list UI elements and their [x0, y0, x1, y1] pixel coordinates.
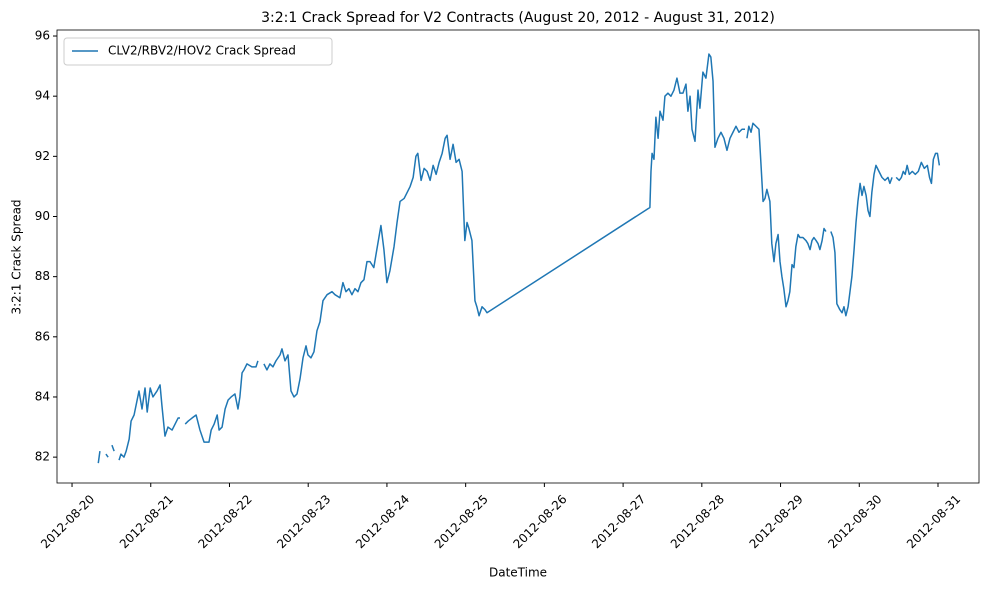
x-tick-label: 2012-08-25 [432, 492, 491, 551]
x-tick-label: 2012-08-23 [274, 492, 333, 551]
x-tick-label: 2012-08-30 [825, 492, 884, 551]
y-tick-label: 94 [35, 89, 50, 103]
y-tick-label: 84 [35, 389, 50, 403]
y-axis-label: 3:2:1 Crack Spread [10, 199, 24, 314]
x-tick-label: 2012-08-20 [38, 492, 97, 551]
x-tick-label: 2012-08-28 [668, 492, 727, 551]
x-tick-label: 2012-08-24 [353, 492, 412, 551]
y-tick-label: 88 [35, 269, 50, 283]
y-tick-label: 96 [35, 29, 50, 43]
y-tick-label: 82 [35, 450, 50, 464]
x-axis-label: DateTime [489, 566, 547, 580]
x-tick-label: 2012-08-26 [510, 492, 569, 551]
x-tick-label: 2012-08-22 [196, 492, 255, 551]
x-tick-label: 2012-08-29 [747, 492, 806, 551]
y-tick-label: 86 [35, 329, 50, 343]
x-tick-label: 2012-08-21 [117, 492, 176, 551]
x-tick-label: 2012-08-31 [904, 492, 963, 551]
legend-box [63, 37, 333, 66]
legend-label: CLV2/RBV2/HOV2 Crack Spread [108, 44, 296, 58]
data-line [97, 53, 941, 464]
plot-frame [56, 29, 980, 484]
x-tick-label: 2012-08-27 [589, 492, 648, 551]
y-tick-label: 90 [35, 209, 50, 223]
chart-title: 3:2:1 Crack Spread for V2 Contracts (Aug… [261, 10, 775, 26]
y-tick-label: 92 [35, 149, 50, 163]
